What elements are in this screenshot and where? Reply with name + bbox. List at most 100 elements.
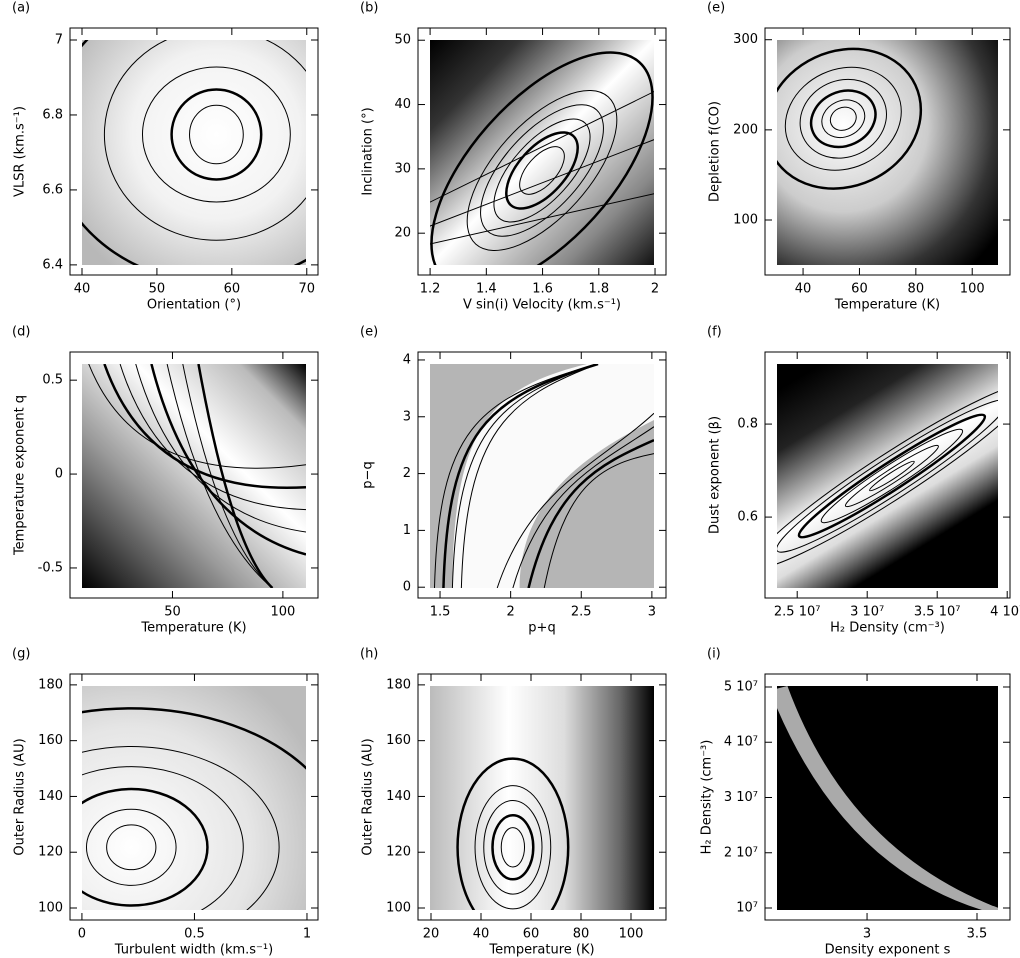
panel-label: (h) — [360, 647, 378, 662]
x-axis-label: V sin(i) Velocity (km.s⁻¹) — [463, 298, 621, 313]
contour — [820, 428, 964, 524]
x-tick-label: 0 — [78, 927, 86, 942]
panel-label: (i) — [707, 647, 721, 662]
contour — [512, 426, 654, 588]
x-tick-label: 40 — [74, 282, 91, 297]
heatmap — [430, 686, 654, 910]
contour — [119, 364, 306, 511]
x-tick-label: 50 — [164, 605, 181, 620]
x-axis-label: Turbulent width (km.s⁻¹) — [114, 943, 273, 958]
panel-label: (a) — [12, 1, 30, 16]
contour — [433, 364, 599, 588]
y-axis-label: Outer Radius (AU) — [13, 738, 28, 855]
constraint-line — [430, 139, 654, 227]
x-tick-label: 1.8 — [588, 282, 609, 297]
y-tick-label: 4 10⁷ — [724, 735, 758, 750]
heatmap — [777, 686, 998, 910]
y-tick-label: 0.6 — [737, 510, 758, 525]
heatmap — [777, 364, 998, 588]
y-tick-label: 6.6 — [42, 182, 63, 197]
x-tick-label: 2 — [651, 282, 659, 297]
contour — [460, 364, 599, 588]
plot-frame — [69, 351, 319, 599]
contour — [466, 90, 618, 251]
contour-field — [82, 40, 306, 265]
y-tick-label: 120 — [386, 845, 411, 860]
contour — [519, 146, 565, 195]
contour — [82, 766, 244, 910]
x-tick-label: 2.5 10⁷ — [774, 605, 821, 620]
y-tick-label: 120 — [38, 845, 63, 860]
y-tick-label: 200 — [733, 122, 758, 137]
heatmap — [82, 40, 306, 265]
contour-field — [430, 686, 654, 910]
y-tick-label: 6.4 — [42, 257, 63, 272]
x-axis-label: Temperature (K) — [140, 621, 246, 636]
contour — [493, 118, 591, 223]
y-tick-label: 30 — [394, 161, 411, 176]
panel: (g) 0 0.5 1 100 120 140 160 180 Turbulent width (… — [12, 647, 319, 958]
y-tick-label: 40 — [394, 97, 411, 112]
contour — [82, 707, 306, 770]
contour-field — [777, 686, 998, 910]
x-tick-label: 40 — [795, 282, 812, 297]
contour — [135, 364, 306, 533]
contour — [103, 40, 306, 241]
x-tick-label: 60 — [523, 927, 540, 942]
contour-field — [82, 364, 306, 588]
contour — [806, 689, 995, 903]
contour — [85, 808, 177, 886]
contour — [451, 364, 599, 588]
x-axis-label: H₂ Density (cm⁻³) — [830, 621, 945, 636]
constraint-line — [430, 91, 654, 203]
y-tick-label: 50 — [394, 33, 411, 48]
heatmap — [777, 40, 998, 265]
x-axis-label: Orientation (°) — [147, 298, 241, 313]
y-tick-label: 7 — [55, 32, 63, 47]
plot-frame — [417, 27, 667, 276]
y-tick-label: 180 — [38, 677, 63, 692]
y-axis-label: Inclination (°) — [361, 107, 376, 195]
panel: (e) 40 60 80 100 100 200 300 Temperature (K) Depl… — [707, 1, 1011, 313]
x-tick-label: 3.5 — [967, 927, 988, 942]
y-axis-label: Temperature exponent q — [13, 395, 28, 556]
contour — [166, 364, 273, 588]
panel: (b) 1.2 1.4 1.6 1.8 2 20 30 40 50 V sin(i) Velocit… — [360, 1, 667, 313]
contour — [527, 439, 654, 588]
y-tick-label: 100 — [386, 901, 411, 916]
contour — [777, 383, 998, 569]
y-tick-label: 180 — [386, 677, 411, 692]
contour — [799, 78, 887, 159]
panel-label: (g) — [12, 647, 30, 662]
y-axis-label: Outer Radius (AU) — [361, 738, 376, 855]
contour — [442, 364, 599, 588]
contour — [182, 364, 273, 588]
y-tick-label: 3 — [403, 409, 411, 424]
x-axis-label: Density exponent s — [825, 943, 951, 958]
contour — [491, 813, 535, 881]
x-tick-label: 60 — [224, 282, 241, 297]
x-tick-label: 80 — [573, 927, 590, 942]
x-tick-label: 20 — [423, 927, 440, 942]
contour — [543, 453, 654, 588]
x-tick-label: 3.5 10⁷ — [914, 605, 961, 620]
contour — [844, 444, 939, 508]
contour — [784, 66, 902, 171]
x-tick-label: 4 10⁷ — [990, 605, 1020, 620]
x-axis-label: Temperature (K) — [488, 943, 594, 958]
contour — [483, 799, 543, 895]
contour — [150, 364, 306, 556]
y-tick-label: 2 — [403, 466, 411, 481]
y-tick-label: 20 — [394, 226, 411, 241]
contour — [82, 787, 209, 907]
contour — [869, 460, 915, 492]
constraint-line — [430, 193, 654, 245]
x-tick-label: 40 — [473, 927, 490, 942]
contour-field — [777, 364, 998, 588]
contour-field — [777, 40, 998, 265]
y-tick-label: 140 — [38, 789, 63, 804]
y-axis-label: Depletion f(CO) — [708, 101, 723, 202]
contour — [103, 364, 306, 490]
contour — [170, 88, 263, 181]
contour — [802, 690, 994, 904]
